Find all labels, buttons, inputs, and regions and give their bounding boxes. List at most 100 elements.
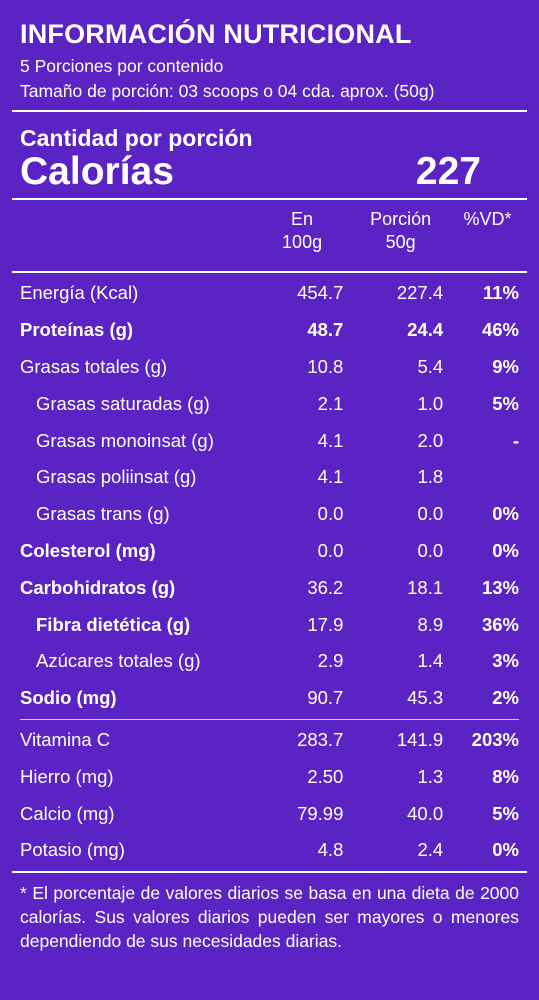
column-header-dv: %VD* <box>463 209 512 229</box>
value-per-100g: 48.7 <box>307 319 344 341</box>
nutrient-name: Carbohidratos (g) <box>20 576 176 598</box>
column-header-nutrient <box>20 206 255 260</box>
table-row: Proteínas (g) 48.7 24.4 46% <box>20 312 519 349</box>
value-per-serving: 40.0 <box>407 802 444 824</box>
nutrient-name: Fibra dietética (g) <box>36 613 191 635</box>
value-per-serving: 1.8 <box>417 466 444 488</box>
value-dv: 5% <box>492 392 519 414</box>
value-per-serving: 24.4 <box>407 319 444 341</box>
vitamins-minerals-table: Vitamina C 283.7 141.9 203% Hierro (mg) … <box>20 722 519 869</box>
column-header-per-100g-line2: 100g <box>282 232 323 252</box>
nutrient-name: Hierro (mg) <box>20 765 114 787</box>
nutrient-name: Grasas monoinsat (g) <box>36 429 214 451</box>
nutrient-name: Grasas saturadas (g) <box>36 392 210 414</box>
value-per-serving: 1.3 <box>417 765 444 787</box>
value-per-100g: 2.9 <box>317 650 344 672</box>
value-per-serving: 0.0 <box>417 503 444 525</box>
servings-per-container: 5 Porciones por contenido <box>20 56 224 76</box>
value-per-serving: 1.4 <box>417 650 444 672</box>
nutrient-name: Grasas trans (g) <box>36 503 170 525</box>
value-dv: 5% <box>492 802 519 824</box>
nutrient-name: Vitamina C <box>20 728 111 750</box>
column-header-per-100g: En 100g <box>259 206 346 260</box>
value-per-100g: 90.7 <box>307 687 344 709</box>
value-per-serving: 2.0 <box>417 429 444 451</box>
table-row: Grasas poliinsat (g) 4.1 1.8 <box>20 459 519 496</box>
divider <box>20 718 519 720</box>
value-per-serving: 18.1 <box>407 576 444 598</box>
value-dv: 0% <box>492 503 519 525</box>
value-per-100g: 17.9 <box>307 613 344 635</box>
value-dv: 46% <box>481 319 519 341</box>
table-row: Grasas trans (g) 0.0 0.0 0% <box>20 496 519 533</box>
calories-line: Calorías 227 <box>20 150 519 198</box>
value-dv: 8% <box>492 765 519 787</box>
divider <box>12 271 527 273</box>
divider <box>12 110 527 112</box>
value-dv: 203% <box>471 728 519 750</box>
column-header-serving: Porción 50g <box>345 206 455 260</box>
nutrient-name: Grasas totales (g) <box>20 355 168 377</box>
value-per-100g: 2.1 <box>317 392 344 414</box>
value-per-serving: 45.3 <box>407 687 444 709</box>
table-row: Hierro (mg) 2.50 1.3 8% <box>20 758 519 795</box>
table-row: Vitamina C 283.7 141.9 203% <box>20 722 519 759</box>
table-row: Calcio (mg) 79.99 40.0 5% <box>20 795 519 832</box>
value-dv: 36% <box>481 613 519 635</box>
panel-title: INFORMACIÓN NUTRICIONAL <box>20 19 412 49</box>
table-row: Colesterol (mg) 0.0 0.0 0% <box>20 533 519 570</box>
divider <box>12 870 527 873</box>
value-per-serving: 227.4 <box>396 282 444 304</box>
footnote: * El porcentaje de valores diarios se ba… <box>20 882 519 951</box>
nutrient-name: Potasio (mg) <box>20 839 125 861</box>
value-per-serving: 141.9 <box>396 728 444 750</box>
value-dv: 9% <box>492 355 519 377</box>
divider <box>12 198 527 200</box>
value-per-serving: 8.9 <box>417 613 444 635</box>
value-per-100g: 4.1 <box>317 466 344 488</box>
nutrient-name: Energía (Kcal) <box>20 282 139 304</box>
column-headers: En 100g Porción 50g %VD* <box>20 200 519 260</box>
value-per-100g: 454.7 <box>297 282 344 304</box>
value-per-100g: 36.2 <box>307 576 344 598</box>
nutrient-name: Colesterol (mg) <box>20 539 156 561</box>
value-per-100g: 0.0 <box>317 539 344 561</box>
value-per-100g: 2.50 <box>307 765 344 787</box>
value-dv: 11% <box>482 282 519 304</box>
value-per-serving: 0.0 <box>417 539 444 561</box>
nutrient-name: Sodio (mg) <box>20 687 117 709</box>
table-row: Grasas monoinsat (g) 4.1 2.0 - <box>20 422 519 459</box>
value-dv: 3% <box>492 650 519 672</box>
table-row: Azúcares totales (g) 2.9 1.4 3% <box>20 643 519 680</box>
value-dv: - <box>512 429 519 451</box>
value-dv: 0% <box>492 839 519 861</box>
serving-size: Tamaño de porción: 03 scoops o 04 cda. a… <box>20 81 435 101</box>
table-row: Sodio (mg) 90.7 45.3 2% <box>20 680 519 717</box>
value-per-100g: 10.8 <box>307 355 344 377</box>
table-row: Grasas totales (g) 10.8 5.4 9% <box>20 349 519 386</box>
value-per-100g: 283.7 <box>297 728 344 750</box>
value-dv: 0% <box>492 539 519 561</box>
column-header-serving-line1: Porción <box>370 209 432 229</box>
table-row: Grasas saturadas (g) 2.1 1.0 5% <box>20 385 519 422</box>
value-per-100g: 0.0 <box>317 503 344 525</box>
nutrient-name: Azúcares totales (g) <box>36 650 201 672</box>
nutrient-name: Calcio (mg) <box>20 802 115 824</box>
calories-value: 227 <box>415 150 481 193</box>
value-per-serving: 5.4 <box>417 355 444 377</box>
value-per-100g: 79.99 <box>297 802 344 824</box>
nutrient-name: Grasas poliinsat (g) <box>36 466 197 488</box>
value-dv: 2% <box>492 687 519 709</box>
column-header-serving-line2: 50g <box>385 232 416 252</box>
column-header-per-100g-line1: En <box>291 209 314 229</box>
nutrient-table: Energía (Kcal) 454.7 227.4 11% Proteínas… <box>20 275 519 717</box>
value-per-100g: 4.1 <box>317 429 344 451</box>
table-row: Fibra dietética (g) 17.9 8.9 36% <box>20 606 519 643</box>
value-per-serving: 2.4 <box>417 839 444 861</box>
table-row: Potasio (mg) 4.8 2.4 0% <box>20 832 519 869</box>
value-dv: 13% <box>481 576 519 598</box>
nutrient-name: Proteínas (g) <box>20 319 134 341</box>
value-per-100g: 4.8 <box>317 839 344 861</box>
amount-per-serving-label: Cantidad por porción <box>20 125 253 151</box>
